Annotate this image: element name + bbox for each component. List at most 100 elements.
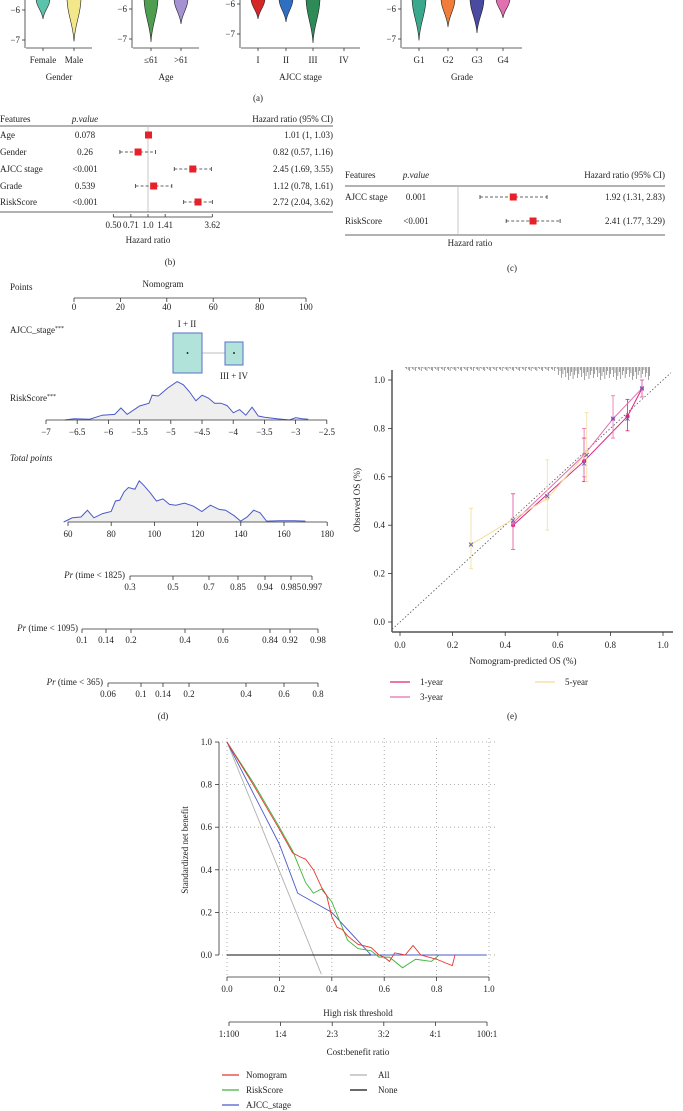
y-tick-label: 0.2 <box>374 569 385 579</box>
probability-tick-label: 0.85 <box>230 582 246 592</box>
density-curve <box>63 480 306 523</box>
x-tick-label: 0.8 <box>431 984 443 994</box>
y-tick-label: −7 <box>117 34 127 44</box>
probability-tick-label: 0.2 <box>183 689 194 699</box>
y-tick-label: 1.0 <box>374 375 386 385</box>
x-tick-label: 0.4 <box>500 640 512 650</box>
col-header-hr: Hazard ratio (95% CI) <box>252 114 333 124</box>
y-tick-label: 0.0 <box>374 617 386 627</box>
x-tick-label: 1.0 <box>657 640 669 650</box>
points-label: Points <box>10 282 33 292</box>
points-tick-label: 60 <box>209 302 219 312</box>
probability-tick-label: 0.14 <box>155 689 171 699</box>
hr-marker <box>509 193 517 201</box>
col-header-features: Features <box>345 170 376 180</box>
density-curve <box>64 381 309 421</box>
x-tick-label: 0.8 <box>605 640 617 650</box>
x-tick-label: Female <box>30 55 57 65</box>
total-tick-label: 80 <box>107 529 117 539</box>
x-axis-title: Nomogram-predicted OS (%) <box>470 656 577 666</box>
dca-curve-AJCC_stage <box>226 741 487 956</box>
riskscore-tick-label: −3 <box>291 427 301 437</box>
bootstrap-x-marker <box>581 461 587 466</box>
hr-marker <box>144 131 152 139</box>
legend-label: Nomogram <box>246 1070 287 1080</box>
violin-Male <box>66 0 82 42</box>
panel-label-b: (b) <box>165 257 176 267</box>
ajcc-dot <box>233 352 235 354</box>
row-pvalue: 0.001 <box>406 192 426 202</box>
pr-label-rest: (time < 1095) <box>26 623 78 633</box>
probability-tick-label: 0.4 <box>240 689 252 699</box>
dca-curve-RiskScore <box>226 741 440 969</box>
x-tick-label: 0.4 <box>326 984 338 994</box>
y-tick-label: 0.4 <box>201 865 213 875</box>
y-tick-label: 0.8 <box>201 780 213 790</box>
violin-G1 <box>411 0 427 41</box>
probability-tick-label: 0.98 <box>310 635 326 645</box>
x-tick-label: 0.0 <box>394 640 406 650</box>
hr-tick-label: 3.62 <box>204 220 220 230</box>
probability-tick-label: 0.06 <box>100 689 116 699</box>
violin-≤61 <box>143 0 159 43</box>
pr-label-rest: (time < 1825) <box>73 570 125 580</box>
riskscore-tick-label: −4.5 <box>194 427 211 437</box>
y-tick-label: 0.6 <box>201 822 213 832</box>
violin-G2 <box>440 0 456 28</box>
probability-tick-label: 0.1 <box>135 689 146 699</box>
calibration-line-3-year <box>512 388 643 524</box>
hr-marker <box>189 165 197 173</box>
y-tick-label: 0.6 <box>374 472 386 482</box>
row-feature: AJCC stage <box>0 164 43 174</box>
violin-II <box>278 0 294 23</box>
ideal-diagonal <box>391 372 672 630</box>
row-pvalue: 0.539 <box>75 181 96 191</box>
probability-tick-label: 0.92 <box>282 635 298 645</box>
y-tick-label: −7 <box>10 35 20 45</box>
riskscore-tick-label: −6.5 <box>69 427 86 437</box>
x-tick-label: G3 <box>472 55 483 65</box>
bootstrap-x-marker <box>544 493 550 499</box>
row-hr-ci: 2.45 (1.69, 3.55) <box>273 164 333 174</box>
probability-tick-label: 0.84 <box>262 635 278 645</box>
hr-axis-title: Hazard ratio <box>126 235 171 245</box>
probability-axis-label: Pr (time < 1825) <box>63 570 125 580</box>
cost-benefit-title: Cost:benefit ratio <box>327 1047 390 1057</box>
violin-Female <box>35 0 51 20</box>
y-axis-title: Observed OS (%) <box>352 468 362 532</box>
y-tick-label: −6 <box>10 5 20 15</box>
riskscore-tick-label: −6 <box>104 427 114 437</box>
row-hr-ci: 2.72 (2.04, 3.62) <box>273 197 333 207</box>
bootstrap-x-marker <box>584 452 590 458</box>
row-feature: RiskScore <box>345 216 382 226</box>
y-tick-label: 0.4 <box>374 520 386 530</box>
riskscore-tick-label: −5.5 <box>131 427 148 437</box>
probability-tick-label: 0.7 <box>203 582 215 592</box>
points-tick-label: 100 <box>299 302 313 312</box>
row-hr-ci: 1.01 (1, 1.03) <box>284 130 333 140</box>
y-tick-label: −7 <box>225 29 235 39</box>
points-tick-label: 80 <box>255 302 265 312</box>
col-header-pvalue: p.value <box>402 170 429 180</box>
legend-label: 5-year <box>565 677 588 687</box>
row-feature: RiskScore <box>0 197 37 207</box>
x-tick-label: ≤61 <box>144 55 158 65</box>
hr-axis-title: Hazard ratio <box>448 238 493 248</box>
dca-curve-All <box>226 741 322 975</box>
bootstrap-x-marker <box>639 386 645 391</box>
bootstrap-x-marker <box>610 416 616 422</box>
y-tick-label: 1.0 <box>201 737 213 747</box>
row-pvalue: 0.26 <box>77 147 93 157</box>
pr-label: Pr <box>16 623 26 633</box>
cost-benefit-tick-label: 1:100 <box>219 1029 240 1039</box>
probability-tick-label: 0.14 <box>98 635 114 645</box>
total-tick-label: 100 <box>148 529 162 539</box>
row-feature: Gender <box>0 147 27 157</box>
violin-axis-title: Gender <box>46 72 73 82</box>
x-tick-label: 1.0 <box>483 984 495 994</box>
x-tick-label: 0.2 <box>274 984 285 994</box>
probability-tick-label: 0.94 <box>257 582 273 592</box>
x-tick-label: II <box>283 55 289 65</box>
total-tick-label: 140 <box>234 529 248 539</box>
hr-marker <box>150 182 158 190</box>
